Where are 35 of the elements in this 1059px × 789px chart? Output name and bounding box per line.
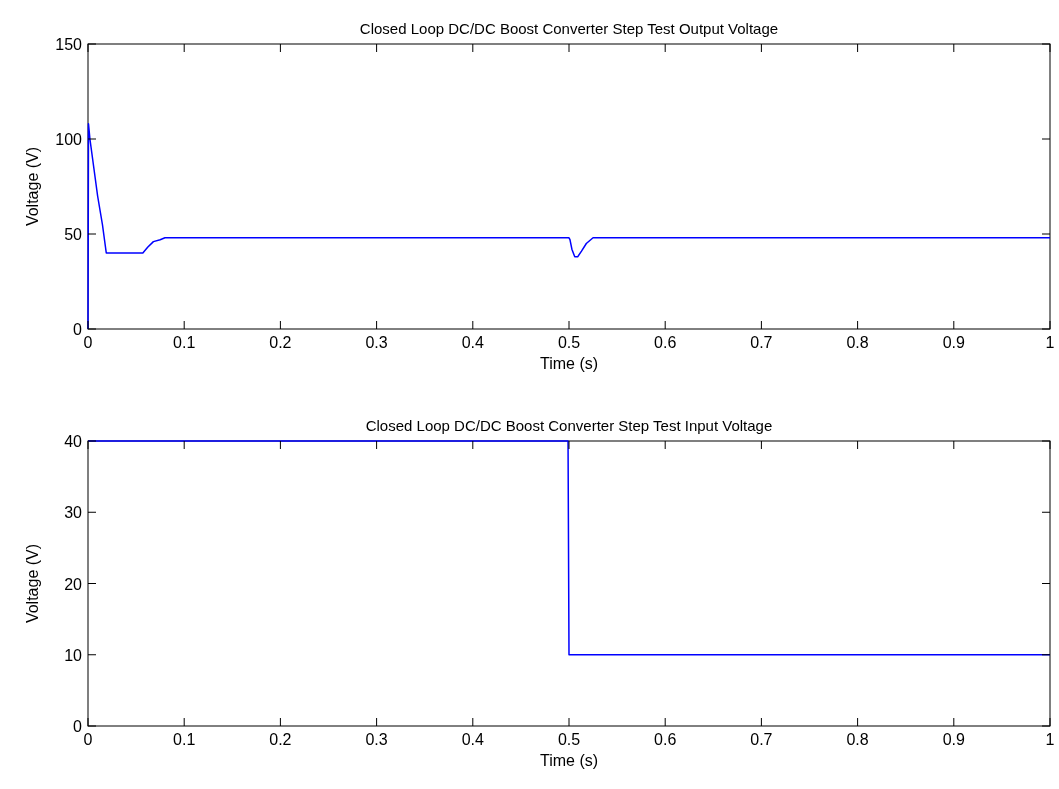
x-tick-label: 0.2 [269,334,292,351]
x-tick-label: 0.2 [269,731,292,748]
x-tick-label: 0.4 [461,334,485,351]
y-tick-label: 30 [64,504,83,522]
x-tick-label: 0.4 [461,731,485,748]
x-tick-label: 0.5 [557,731,581,748]
x-tick-label: 0.1 [173,731,196,748]
y-tick-label: 0 [73,321,83,338]
y-tick-label: 20 [64,575,83,593]
chart-title: Closed Loop DC/DC Boost Converter Step Test Output Voltage [359,20,779,37]
x-tick-label: 0.3 [365,334,388,351]
x-tick-label: 0.8 [846,731,869,748]
y-tick-label: 10 [64,646,83,664]
y-tick-label: 40 [64,433,83,450]
x-tick-label: 0.8 [846,334,869,351]
x-tick-label: 0.9 [942,731,966,748]
y-tick-label: 0 [73,718,83,735]
chart-title: Closed Loop DC/DC Boost Converter Step Test Input Voltage [365,417,773,434]
x-tick-label: 0.6 [654,334,677,351]
x-tick-label: 0.6 [654,731,677,748]
x-tick-label: 0.7 [750,731,773,748]
x-tick-label: 0.1 [173,334,196,351]
y-axis-title: Voltage (V) [24,543,41,624]
x-tick-label: 0.9 [942,334,966,351]
x-tick-label: 1 [1045,334,1055,351]
x-tick-label: 0.5 [557,334,581,351]
x-tick-label: 0.3 [365,731,388,748]
y-axis-title: Voltage (V) [24,146,41,227]
x-tick-label: 1 [1045,731,1055,748]
x-tick-label: 0.7 [750,334,773,351]
x-axis-title: Time (s) [539,752,599,769]
x-axis-title: Time (s) [539,355,599,372]
y-tick-label: 100 [55,131,83,148]
y-tick-label: 50 [64,226,83,243]
y-tick-label: 150 [55,36,83,53]
